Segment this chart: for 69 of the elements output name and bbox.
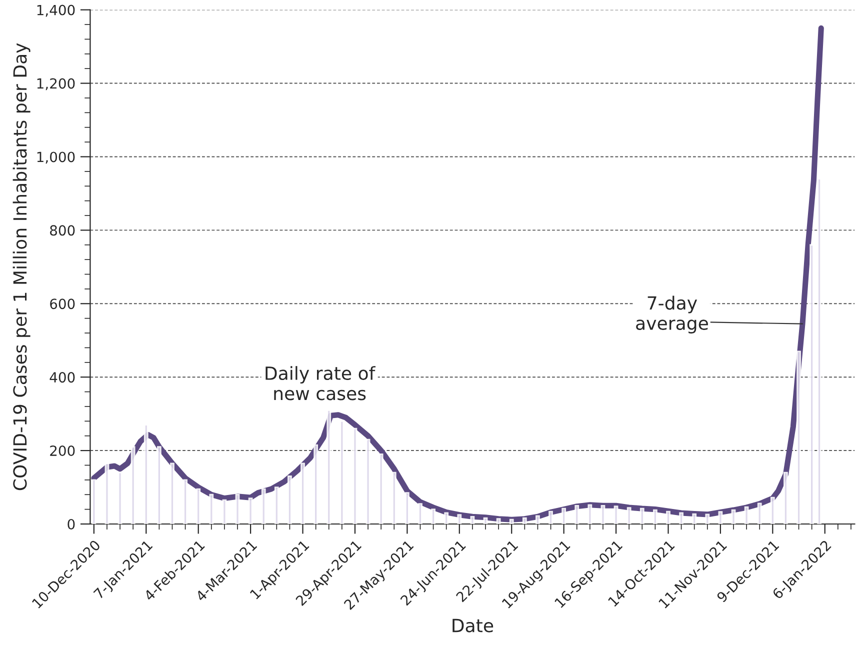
bar bbox=[731, 509, 736, 524]
bar bbox=[405, 492, 410, 524]
bar bbox=[574, 504, 580, 524]
bar bbox=[483, 517, 488, 524]
bar bbox=[196, 488, 201, 524]
bar bbox=[157, 446, 162, 524]
y-tick-label: 800 bbox=[50, 225, 75, 236]
bar bbox=[757, 502, 762, 524]
bar bbox=[314, 444, 318, 524]
x-axis-title: Date bbox=[452, 618, 494, 632]
bar bbox=[817, 178, 822, 524]
bar bbox=[588, 504, 592, 524]
bar bbox=[261, 488, 266, 524]
annotation: 7-day average bbox=[636, 296, 708, 334]
bar bbox=[170, 462, 174, 524]
bar bbox=[718, 511, 723, 524]
bar bbox=[392, 472, 396, 524]
bar bbox=[509, 518, 514, 524]
bar bbox=[496, 518, 501, 524]
bar bbox=[705, 514, 710, 524]
bar bbox=[92, 479, 96, 524]
bar bbox=[770, 496, 775, 524]
bar bbox=[796, 350, 801, 524]
bar bbox=[352, 428, 358, 524]
y-tick-label: 1,200 bbox=[37, 78, 75, 90]
annotation: Daily rate of new cases bbox=[266, 366, 376, 400]
bar bbox=[274, 486, 279, 524]
bar bbox=[522, 517, 527, 524]
y-tick-label: 400 bbox=[50, 372, 75, 383]
y-tick-label: 1,000 bbox=[37, 152, 75, 164]
bar bbox=[418, 503, 422, 524]
y-tick-label: 200 bbox=[50, 446, 75, 456]
bar bbox=[653, 509, 658, 524]
y-tick-label: 600 bbox=[50, 298, 75, 310]
bar bbox=[248, 498, 253, 524]
y-tick-label: 1,400 bbox=[37, 4, 75, 17]
bar bbox=[300, 462, 305, 524]
bar bbox=[366, 438, 370, 524]
bar bbox=[144, 424, 148, 524]
bar bbox=[600, 504, 606, 524]
bar bbox=[626, 507, 632, 524]
bar bbox=[692, 513, 697, 524]
y-tick-label: 0 bbox=[68, 518, 75, 530]
bar bbox=[744, 506, 749, 524]
bar bbox=[209, 494, 214, 524]
bar bbox=[378, 454, 384, 524]
bar bbox=[536, 515, 540, 524]
bar bbox=[562, 508, 566, 524]
bar bbox=[548, 510, 553, 524]
bar bbox=[457, 514, 462, 524]
bar bbox=[340, 420, 344, 524]
bar bbox=[810, 244, 814, 524]
bar bbox=[183, 479, 188, 524]
bar bbox=[118, 472, 122, 524]
bar bbox=[326, 409, 332, 524]
bar bbox=[130, 446, 136, 524]
bar bbox=[444, 512, 449, 524]
bar bbox=[431, 508, 436, 524]
bar bbox=[104, 462, 110, 524]
bar bbox=[640, 508, 644, 524]
bar bbox=[235, 494, 240, 524]
bar bbox=[288, 476, 292, 524]
bar bbox=[679, 512, 684, 524]
bar bbox=[470, 516, 475, 524]
bar bbox=[666, 510, 670, 524]
y-axis-title: COVID-19 Cases per 1 Million Inhabitants per Day bbox=[12, 43, 30, 490]
bar bbox=[222, 499, 227, 524]
bar bbox=[614, 506, 618, 524]
bar bbox=[784, 472, 788, 524]
